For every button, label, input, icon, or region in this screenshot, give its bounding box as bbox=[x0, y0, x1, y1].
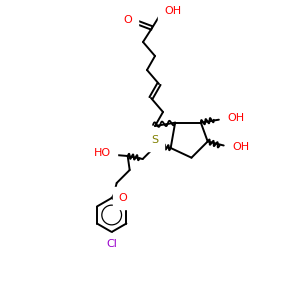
Text: OH: OH bbox=[233, 142, 250, 152]
Text: S: S bbox=[151, 135, 158, 145]
Text: HO: HO bbox=[94, 148, 111, 158]
Text: O: O bbox=[119, 193, 128, 203]
Text: OH: OH bbox=[164, 6, 181, 16]
Text: OH: OH bbox=[228, 113, 245, 123]
Text: O: O bbox=[123, 15, 132, 25]
Text: Cl: Cl bbox=[106, 239, 117, 249]
